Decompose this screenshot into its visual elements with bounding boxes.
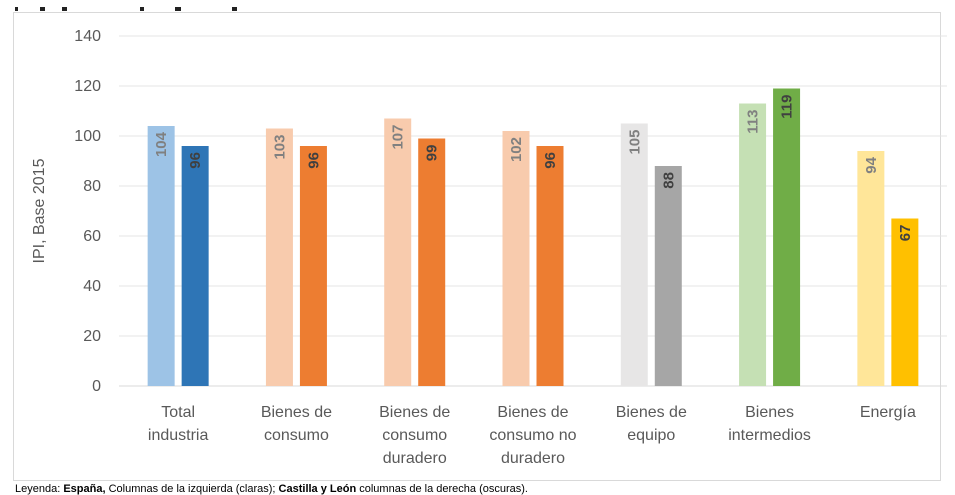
bar-castilla-leon xyxy=(418,138,446,386)
data-label: 99 xyxy=(424,145,441,162)
data-label: 105 xyxy=(626,130,643,155)
data-label: 119 xyxy=(779,95,796,119)
legend-espana: España, xyxy=(63,483,106,495)
category-label: consumo xyxy=(264,427,329,444)
data-label: 88 xyxy=(660,172,677,189)
y-tick-label: 60 xyxy=(83,228,101,245)
legend-prefix: Leyenda: xyxy=(15,483,64,495)
category-label: Bienes de xyxy=(497,404,568,421)
y-tick-label: 40 xyxy=(83,278,101,295)
bar-castilla-leon xyxy=(536,146,564,386)
y-tick-label: 120 xyxy=(74,78,101,95)
category-label: intermedios xyxy=(728,427,811,444)
legend-cyl-desc: columnas de la derecha (oscuras). xyxy=(356,483,528,495)
category-label: industria xyxy=(148,427,209,444)
bar-castilla-leon xyxy=(773,88,801,386)
category-label: duradero xyxy=(383,450,447,467)
data-label: 103 xyxy=(271,135,288,160)
bar-espana xyxy=(384,118,412,386)
y-tick-label: 0 xyxy=(92,378,101,395)
bar-espana xyxy=(620,123,648,386)
category-label: consumo xyxy=(382,427,447,444)
data-label: 96 xyxy=(542,152,559,169)
clipped-title-fragment xyxy=(0,0,955,12)
data-label: 104 xyxy=(153,131,170,157)
bar-espana xyxy=(265,128,293,386)
bar-espana xyxy=(857,151,885,386)
category-label: Bienes xyxy=(745,404,794,421)
chart-frame xyxy=(13,12,941,481)
legend-note: Leyenda: España, Columnas de la izquierd… xyxy=(15,483,528,495)
bar-castilla-leon xyxy=(299,146,327,386)
y-tick-label: 20 xyxy=(83,328,101,345)
legend-cyl: Castilla y León xyxy=(278,483,357,495)
category-label: Bienes de xyxy=(616,404,687,421)
bar-espana xyxy=(147,126,175,386)
data-label: 107 xyxy=(390,125,407,150)
bar-chart: 0 20 40 60 80 100 120 140 IPI, Base 2015 104 96 Tot… xyxy=(31,28,947,467)
data-label: 96 xyxy=(305,152,322,169)
bar-espana xyxy=(502,131,530,386)
bar-castilla-leon xyxy=(181,146,209,386)
bar-castilla-leon xyxy=(654,166,682,386)
y-tick-label: 80 xyxy=(83,178,101,195)
category-label: Bienes de xyxy=(379,404,450,421)
category-label: duradero xyxy=(501,450,565,467)
data-label: 102 xyxy=(508,137,525,162)
category-label: equipo xyxy=(627,427,675,444)
data-label: 96 xyxy=(187,152,204,169)
category-label: Total xyxy=(161,404,195,421)
y-tick-label: 100 xyxy=(74,128,101,145)
category-label: Bienes de xyxy=(261,404,332,421)
bar-castilla-leon xyxy=(891,218,919,386)
y-axis-label: IPI, Base 2015 xyxy=(31,158,48,263)
legend-espana-desc: Columnas de la izquierda (claras); xyxy=(105,483,279,495)
data-label: 67 xyxy=(897,225,914,242)
data-label: 94 xyxy=(863,156,880,173)
category-label: Energía xyxy=(860,404,916,421)
data-label: 113 xyxy=(745,110,762,134)
category-label: consumo no xyxy=(489,427,576,444)
y-tick-label: 140 xyxy=(74,28,101,45)
bar-espana xyxy=(739,103,767,386)
